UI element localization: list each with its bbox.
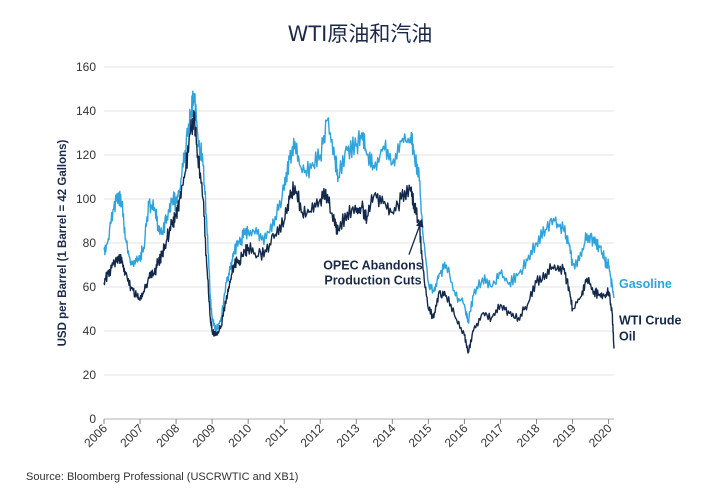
x-tick-label: 2013 (334, 421, 363, 450)
x-tick-label: 2009 (189, 421, 218, 450)
legend-wti-line2: Oil (619, 330, 636, 344)
x-tick-label: 2014 (370, 421, 399, 450)
y-tick-label: 40 (83, 324, 97, 338)
x-tick-label: 2010 (226, 421, 255, 450)
y-tick-label: 0 (89, 412, 96, 426)
x-tick-label: 2007 (117, 421, 146, 450)
legend-gasoline: Gasoline (619, 277, 672, 291)
x-tick-label: 2006 (81, 421, 110, 450)
y-axis-label: USD per Barrel (1 Barrel = 42 Gallons) (57, 139, 69, 346)
series-lines (103, 90, 615, 354)
y-tick-label: 60 (83, 280, 97, 294)
y-tick-label: 120 (76, 148, 96, 162)
x-tick-label: 2012 (298, 421, 327, 450)
x-tick-label: 2008 (153, 421, 182, 450)
x-tick-label: 2011 (262, 421, 290, 449)
x-tick-label: 2020 (586, 421, 615, 450)
x-tick-label: 2015 (406, 421, 435, 450)
x-tick-label: 2017 (478, 421, 507, 450)
legend-wti-line1: WTI Crude (619, 314, 682, 328)
x-tick-label: 2019 (550, 421, 579, 450)
chart-title: WTI原油和汽油 (287, 22, 433, 46)
legend: Gasoline WTI Crude Oil (619, 277, 682, 344)
x-tick-label: 2018 (514, 421, 543, 450)
annotation-text-line: OPEC Abandons (323, 259, 423, 273)
x-tick-label: 2016 (442, 421, 471, 450)
y-tick-label: 80 (83, 236, 97, 250)
source-note: Source: Bloomberg Professional (USCRWTIC… (26, 471, 299, 483)
gridlines (104, 66, 614, 420)
y-tick-label: 140 (76, 104, 96, 118)
y-tick-label: 100 (76, 192, 96, 206)
annotation-arrow-shaft (408, 224, 421, 255)
y-tick-label: 160 (76, 60, 96, 74)
wti-series-line (103, 109, 615, 354)
annotation-text-line: Production Cuts (324, 274, 421, 288)
gasoline-series-line (103, 90, 615, 334)
annotation-arrow-head (415, 218, 424, 228)
y-tick-label: 20 (83, 368, 97, 382)
